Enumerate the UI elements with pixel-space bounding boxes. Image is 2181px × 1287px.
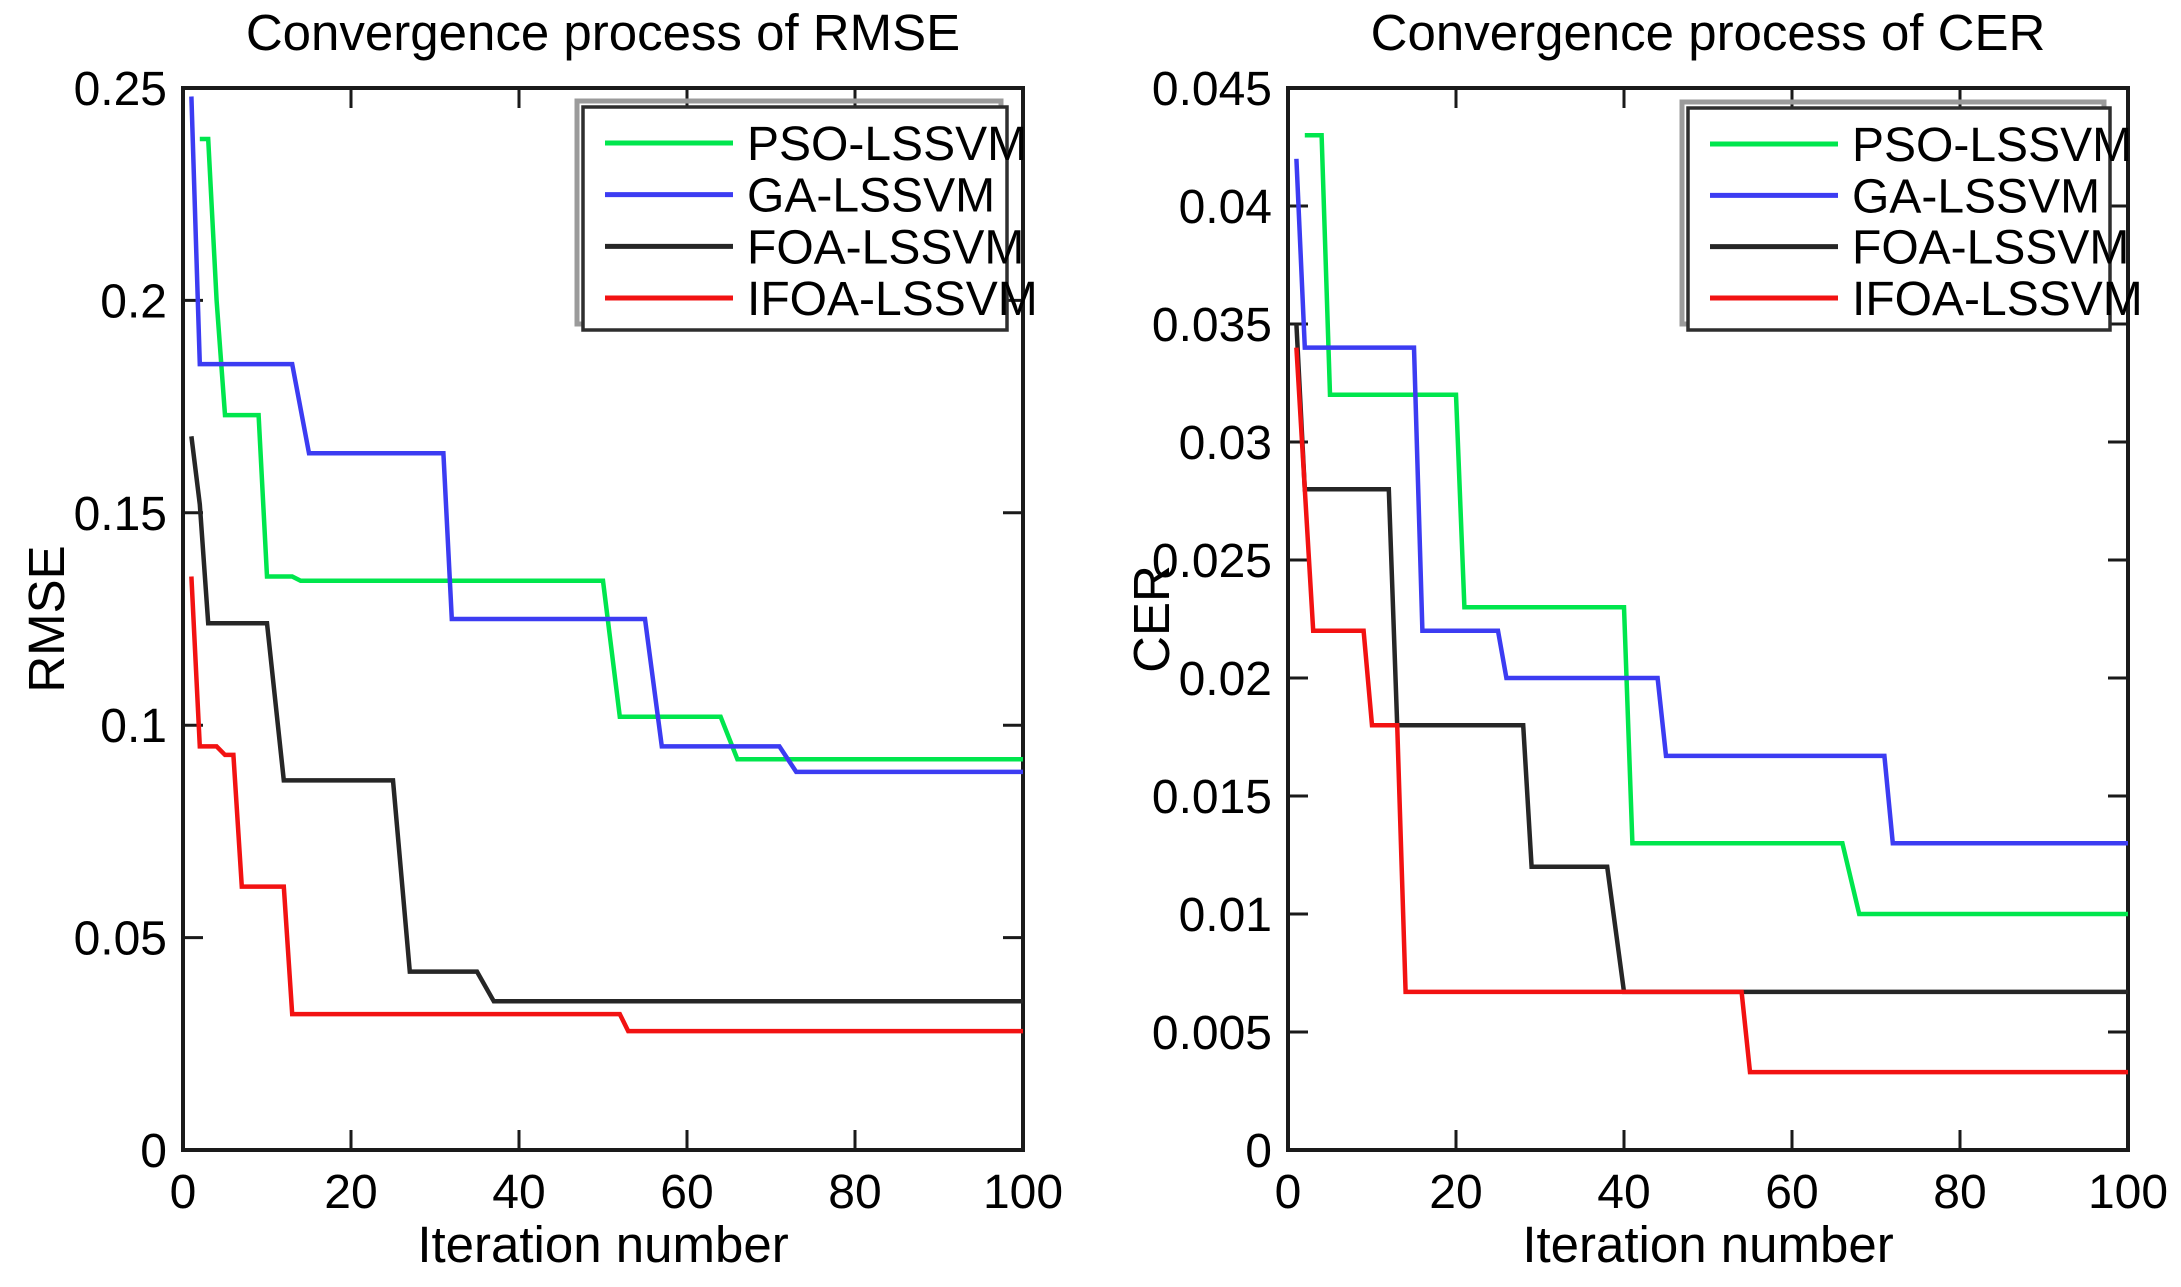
y-tick-label: 0.045 bbox=[1152, 63, 1272, 116]
legend-label-ifoa-lssvm: IFOA-LSSVM bbox=[747, 273, 1038, 326]
x-tick-label: 100 bbox=[2088, 1166, 2168, 1219]
y-tick-label: 0.05 bbox=[74, 913, 167, 966]
x-tick-label: 40 bbox=[492, 1166, 545, 1219]
legend-label-foa-lssvm: FOA-LSSVM bbox=[747, 221, 1024, 274]
legend-label-foa-lssvm: FOA-LSSVM bbox=[1852, 222, 2129, 275]
y-tick-label: 0.2 bbox=[100, 275, 167, 328]
x-tick-label: 60 bbox=[660, 1166, 713, 1219]
x-tick-label: 80 bbox=[828, 1166, 881, 1219]
chart-rmse: 0 20 40 60 80 100 0 0.05 0.1 0.15 0.2 0.25 Convergen… bbox=[18, 4, 1063, 1273]
chart-title: Convergence process of RMSE bbox=[246, 4, 960, 61]
x-tick-label: 20 bbox=[324, 1166, 377, 1219]
y-tick-label: 0.04 bbox=[1179, 181, 1272, 234]
x-tick-label: 0 bbox=[170, 1166, 197, 1219]
x-tick-label: 0 bbox=[1275, 1166, 1302, 1219]
y-tick-label: 0.25 bbox=[74, 63, 167, 116]
plot-border bbox=[1286, 86, 2130, 1152]
x-axis-label: Iteration number bbox=[1522, 1216, 1893, 1273]
y-tick-label: 0.15 bbox=[74, 488, 167, 541]
series-foa-lssvm bbox=[1294, 323, 2128, 995]
y-tick-label: 0.005 bbox=[1152, 1007, 1272, 1060]
series-ifoa-lssvm bbox=[189, 576, 1023, 1034]
series-pso-lssvm bbox=[199, 136, 1023, 762]
legend-label-ifoa-lssvm: IFOA-LSSVM bbox=[1852, 273, 2143, 326]
y-axis-label: CER bbox=[1123, 565, 1180, 673]
legend-label-pso-lssvm: PSO-LSSVM bbox=[747, 118, 1027, 171]
x-tick-label: 100 bbox=[983, 1166, 1063, 1219]
legend-label-pso-lssvm: PSO-LSSVM bbox=[1852, 119, 2132, 172]
series-ga-lssvm bbox=[189, 96, 1023, 775]
chart-cer: 0 20 40 60 80 100 0 0.005 0.01 0.015 0.02 0.025 0.03… bbox=[1123, 4, 2168, 1273]
legend-label-ga-lssvm: GA-LSSVM bbox=[747, 170, 995, 223]
series-pso-lssvm bbox=[1304, 132, 2128, 917]
y-axis-label: RMSE bbox=[18, 545, 75, 692]
y-tick-label: 0.02 bbox=[1179, 653, 1272, 706]
y-tick-label: 0 bbox=[1245, 1125, 1272, 1178]
y-tick-label: 0.03 bbox=[1179, 417, 1272, 470]
y-tick-label: 0.1 bbox=[100, 700, 167, 753]
x-axis-label: Iteration number bbox=[417, 1216, 788, 1273]
legend-label-ga-lssvm: GA-LSSVM bbox=[1852, 170, 2100, 223]
x-tick-label: 80 bbox=[1933, 1166, 1986, 1219]
series-ga-lssvm bbox=[1294, 158, 2128, 846]
y-tick-label: 0 bbox=[140, 1125, 167, 1178]
y-tick-label: 0.025 bbox=[1152, 535, 1272, 588]
y-tick-label: 0.015 bbox=[1152, 771, 1272, 824]
series-ifoa-lssvm bbox=[1294, 347, 2128, 1075]
chart-title: Convergence process of CER bbox=[1371, 4, 2046, 61]
x-tick-label: 20 bbox=[1429, 1166, 1482, 1219]
x-tick-label: 60 bbox=[1765, 1166, 1818, 1219]
x-tick-label: 40 bbox=[1597, 1166, 1650, 1219]
y-tick-label: 0.01 bbox=[1179, 889, 1272, 942]
plot-border bbox=[181, 86, 1025, 1152]
series-foa-lssvm bbox=[189, 436, 1023, 1004]
y-tick-label: 0.035 bbox=[1152, 299, 1272, 352]
